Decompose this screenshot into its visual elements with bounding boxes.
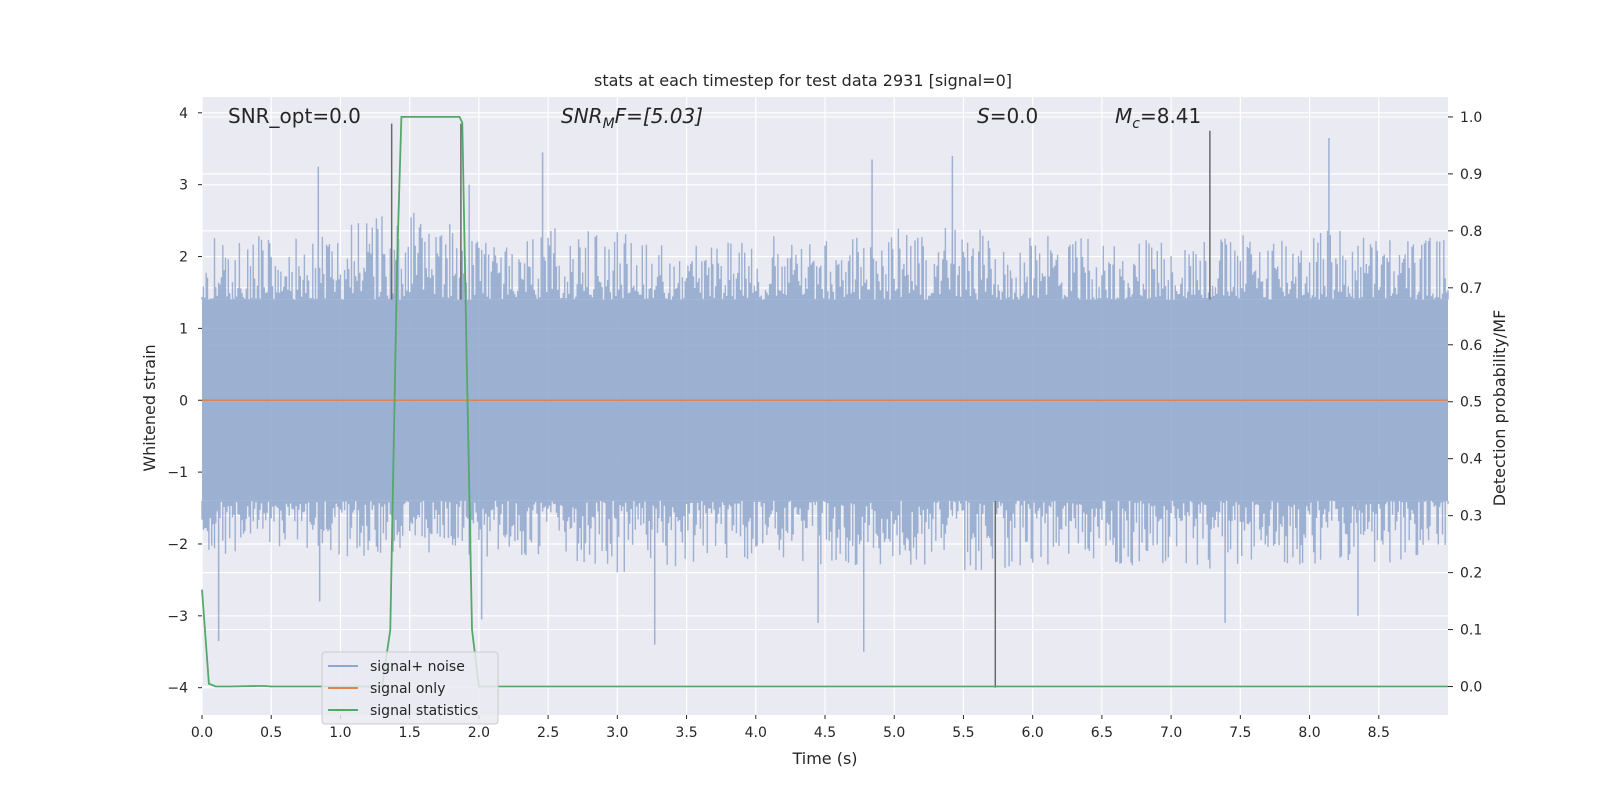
legend-box [321,651,499,725]
y-left-tick-label: 3 [179,178,188,194]
y-right-tick-label: 0.0 [1460,680,1482,696]
x-tick-label: 7.5 [1229,725,1251,741]
x-tick-label: 7.0 [1160,725,1182,741]
legend-label: signal only [370,681,445,697]
annotation-snr-mf-sub: M [603,116,615,132]
x-tick-label: 2.5 [537,725,559,741]
legend-label: signal statistics [370,703,478,719]
x-tick-label: 0.5 [260,725,282,741]
annotation-snr-mf-main: SNR [561,104,603,128]
y-left-tick-label: −1 [167,465,188,481]
plot-area: 0.0 0.5 1.0 1.5 2.0 2.5 3.0 3.5 4.0 4.5 5.0 5.5 6.0 6… [167,97,1482,741]
y-right-tick-label: 1.0 [1460,110,1482,126]
y-left-tick-label: 0 [179,393,188,409]
annotation-mc-rest: =8.41 [1140,104,1201,128]
x-tick-label: 1.5 [399,725,421,741]
y-right-tick-label: 0.2 [1460,566,1482,582]
x-tick-label: 5.0 [883,725,905,741]
y-left-tick-label: 1 [179,321,188,337]
y-right-tick-label: 0.1 [1460,623,1482,639]
y-right-tick-label: 0.4 [1460,452,1482,468]
y-axis-label-left: Whitened strain [140,344,159,471]
y-right-tick-label: 0.9 [1460,167,1482,183]
y-right-tick-label: 0.3 [1460,509,1482,525]
annotation-snr-mf-rest: F=[5.03] [615,104,703,128]
y-right-tick-label: 0.5 [1460,395,1482,411]
x-tick-label: 3.0 [606,725,628,741]
y-axis-label-right: Detection probability/MF [1490,310,1509,507]
annotation-s-rest: =0.0 [990,104,1039,128]
series-signal-statistics [201,116,1448,688]
y-left-tick-label: −2 [167,537,188,553]
x-tick-label: 6.5 [1091,725,1113,741]
annotation-s: S=0.0 [977,104,1038,128]
y-right-tick-label: 0.7 [1460,281,1482,297]
annotation-mc: Mc=8.41 [1115,104,1201,132]
x-tick-label: 8.5 [1368,725,1390,741]
annotation-snr-opt: SNR_opt=0.0 [228,104,361,128]
y-left-tick-label: −4 [167,681,188,697]
annotation-snr-mf: SNRMF=[5.03] [561,104,703,132]
annotation-mc-main: M [1115,104,1132,128]
chart-title: stats at each timestep for test data 293… [594,71,1012,90]
x-tick-label: 5.5 [952,725,974,741]
x-tick-label: 4.5 [814,725,836,741]
y-left-tick-label: 2 [179,250,188,266]
y-left-tick-label: 4 [179,106,188,122]
x-tick-label: 1.0 [329,725,351,741]
x-tick-label: 3.5 [675,725,697,741]
y-left-tick-label: −3 [167,609,188,625]
legend: signal+ noise signal only signal statistic… [321,651,499,725]
x-tick-label: 0.0 [191,725,213,741]
signal-noise-upper-spikes [201,213,1449,300]
legend-label: signal+ noise [370,659,465,675]
x-tick-label: 4.0 [745,725,767,741]
signal-noise-lower-spikes [201,500,1449,573]
annotation-mc-sub: c [1132,116,1140,132]
y-right-tick-label: 0.8 [1460,224,1482,240]
annotation-s-var: S [977,104,990,128]
x-tick-label: 8.0 [1298,725,1320,741]
x-tick-label: 6.0 [1022,725,1044,741]
x-axis-label: Time (s) [791,749,857,768]
x-tick-label: 2.0 [468,725,490,741]
y-right-tick-label: 0.6 [1460,338,1482,354]
